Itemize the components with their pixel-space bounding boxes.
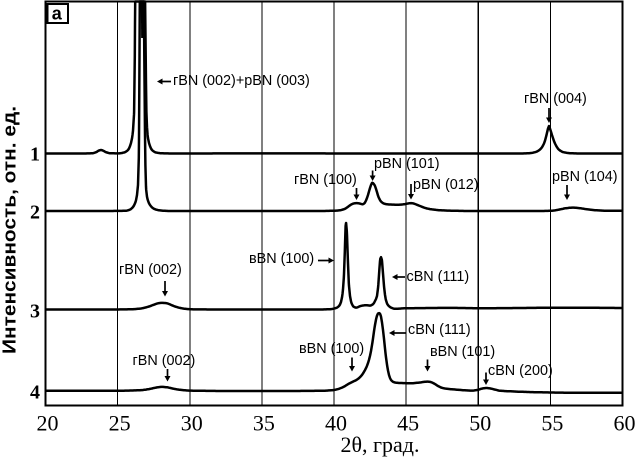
svg-text:рBN (101): рBN (101) <box>374 156 440 172</box>
svg-text:25: 25 <box>109 411 131 436</box>
svg-text:2θ, град.: 2θ, град. <box>340 432 419 457</box>
svg-text:60: 60 <box>614 411 636 436</box>
svg-text:30: 30 <box>181 411 203 436</box>
svg-text:сBN (200): сBN (200) <box>488 363 553 379</box>
svg-text:гBN (002): гBN (002) <box>119 262 182 278</box>
svg-text:вBN (101): вBN (101) <box>430 344 495 360</box>
svg-text:3: 3 <box>30 301 40 323</box>
svg-text:сBN (111): сBN (111) <box>408 322 471 338</box>
svg-text:рBN (104): рBN (104) <box>552 169 618 185</box>
svg-text:сBN (111): сBN (111) <box>407 269 470 285</box>
svg-text:гBN (002)+рBN (003): гBN (002)+рBN (003) <box>173 73 310 89</box>
svg-text:рBN (012): рBN (012) <box>413 177 479 193</box>
svg-text:20: 20 <box>37 411 59 436</box>
svg-text:40: 40 <box>325 411 347 436</box>
svg-text:гBN (002): гBN (002) <box>133 353 196 369</box>
svg-text:50: 50 <box>469 411 491 436</box>
svg-text:35: 35 <box>253 411 275 436</box>
svg-text:55: 55 <box>541 411 563 436</box>
svg-text:2: 2 <box>30 202 40 224</box>
svg-text:4: 4 <box>30 382 40 404</box>
svg-text:вBN (100): вBN (100) <box>249 251 314 267</box>
svg-text:гBN (004): гBN (004) <box>524 91 587 107</box>
svg-text:вBN (100): вBN (100) <box>299 341 364 357</box>
svg-text:а: а <box>52 3 63 23</box>
svg-text:гBN (100): гBN (100) <box>294 172 357 188</box>
svg-text:45: 45 <box>397 411 419 436</box>
svg-text:1: 1 <box>30 144 40 166</box>
svg-text:Интенсивность, отн. ед.: Интенсивность, отн. ед. <box>0 106 20 354</box>
